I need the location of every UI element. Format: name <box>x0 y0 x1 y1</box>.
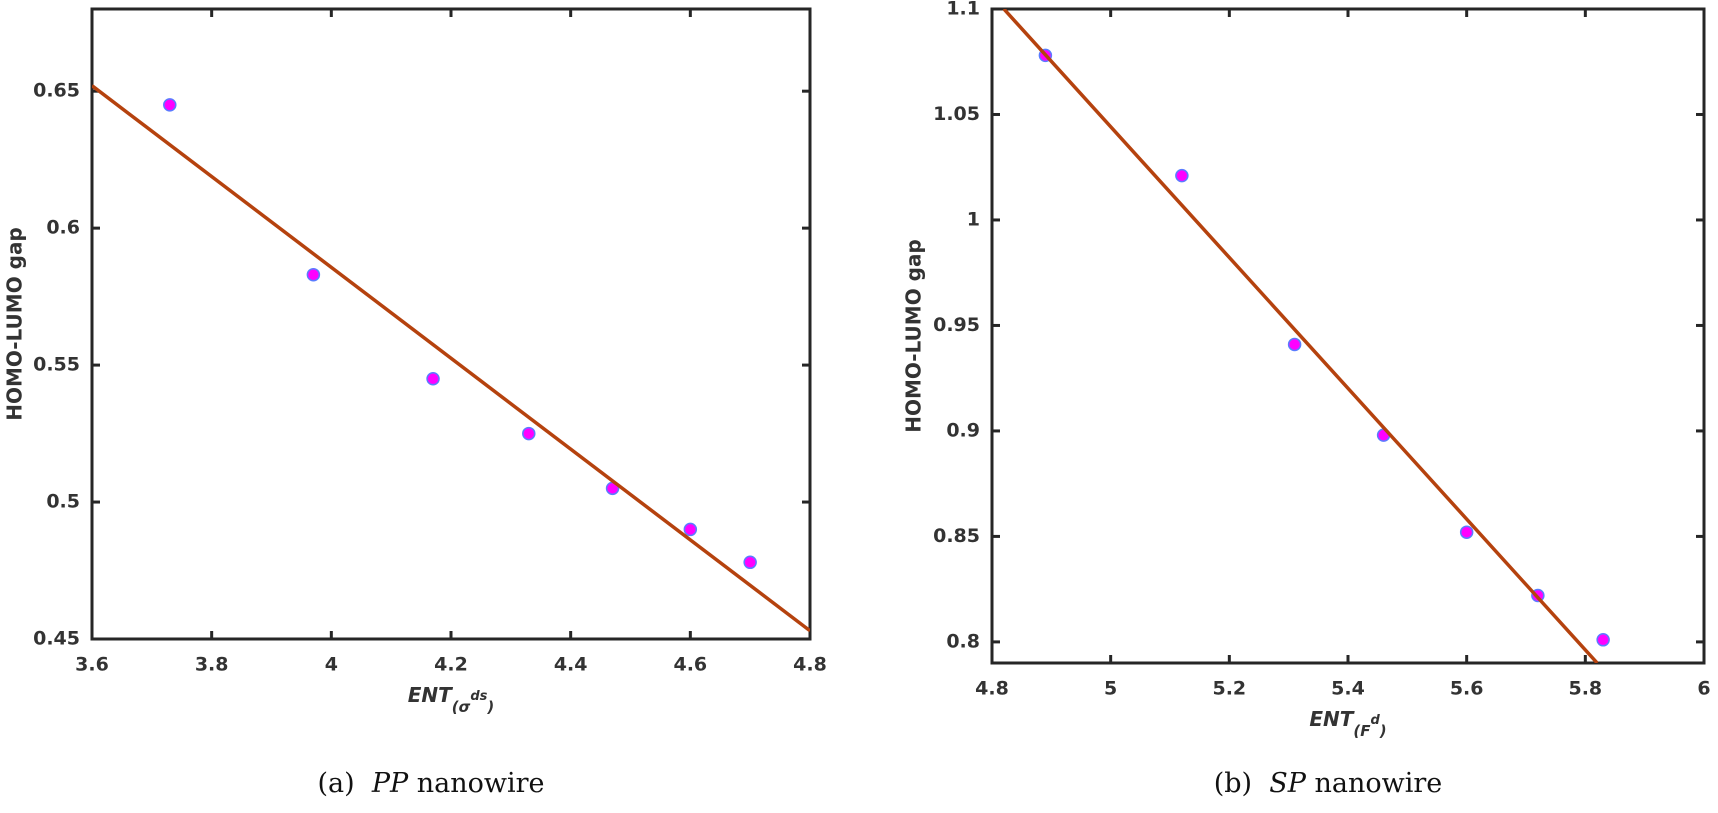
y-tick-label: 0.65 <box>33 80 80 102</box>
x-tick-label: 3.8 <box>195 654 229 676</box>
point <box>1459 525 1474 539</box>
subplot: 3.6 3.8 4 4.2 4.4 4.6 4.8 0.45 0.5 0.55 0.6 0.65 HOM… <box>3 7 827 799</box>
point <box>306 267 321 282</box>
caption-part: SP <box>1269 768 1306 799</box>
x-tick-label: 4.2 <box>434 654 468 676</box>
label-part: d <box>1370 713 1380 728</box>
y-tick-label: 0.6 <box>46 217 80 239</box>
x-tick-label: 5.4 <box>1331 678 1365 700</box>
y-tick-label: 0.85 <box>933 525 980 547</box>
point <box>1175 168 1189 183</box>
point <box>163 98 177 112</box>
y-tick-label: 1.05 <box>933 103 980 125</box>
subplot: 4.8 5 5.2 5.4 5.6 5.8 6 0.8 0.85 0.9 0.95 1 1.05 1.1 H… <box>902 0 1711 799</box>
y-tick-label: 0.95 <box>933 314 980 336</box>
point <box>743 555 757 570</box>
y-tick-label: 0.5 <box>46 491 80 513</box>
y-tick-label: 0.45 <box>33 628 80 650</box>
x-tick-label: 5.6 <box>1450 678 1484 700</box>
plot-frame <box>90 7 812 641</box>
y-tick-label: 0.9 <box>946 419 980 441</box>
x-tick-label: 4.8 <box>975 678 1009 700</box>
x-axis-label: ENT(σds) <box>408 683 495 716</box>
x-tick-label: 4 <box>325 654 338 676</box>
caption-part: nanowire <box>1315 768 1443 799</box>
x-axis-label: ENT(Fd) <box>1309 707 1386 740</box>
x-tick-label: 3.6 <box>75 654 109 676</box>
x-tick-label: 4.4 <box>554 654 588 676</box>
x-tick-label: 5.2 <box>1212 678 1246 700</box>
caption: (a) PP nanowire <box>317 768 544 799</box>
plot-frame <box>990 7 1706 665</box>
caption-part: PP <box>371 768 409 799</box>
x-tick-label: 6 <box>1697 678 1710 700</box>
point <box>522 426 536 441</box>
x-tick-label: 5 <box>1104 678 1117 700</box>
x-tick-label: 5.8 <box>1568 678 1602 700</box>
y-tick-label: 1.1 <box>946 0 980 20</box>
fit-line <box>1002 9 1599 663</box>
label-part: ) <box>486 698 494 716</box>
label-part: (F <box>1353 722 1371 740</box>
y-axis-label: HOMO-LUMO gap <box>902 239 926 433</box>
label-part: (σ <box>452 698 471 716</box>
label-part: ) <box>1379 722 1387 740</box>
y-tick-label: 1 <box>967 208 980 230</box>
caption: (b) SP nanowire <box>1214 768 1443 799</box>
caption-part: (a) <box>317 768 354 799</box>
point <box>426 372 440 386</box>
point <box>1287 337 1302 352</box>
point <box>1596 633 1610 647</box>
point <box>683 522 698 537</box>
label-part: ENT <box>408 683 453 707</box>
fit-line <box>92 84 810 633</box>
y-tick-label: 0.8 <box>946 630 980 652</box>
caption-part: nanowire <box>417 768 545 799</box>
label-part: ds <box>470 689 487 704</box>
caption-part: (b) <box>1214 768 1252 799</box>
x-tick-label: 4.6 <box>673 654 707 676</box>
label-part: ENT <box>1309 707 1354 731</box>
x-tick-label: 4.8 <box>793 654 827 676</box>
y-axis-label: HOMO-LUMO gap <box>3 227 27 421</box>
y-tick-label: 0.55 <box>33 354 80 376</box>
